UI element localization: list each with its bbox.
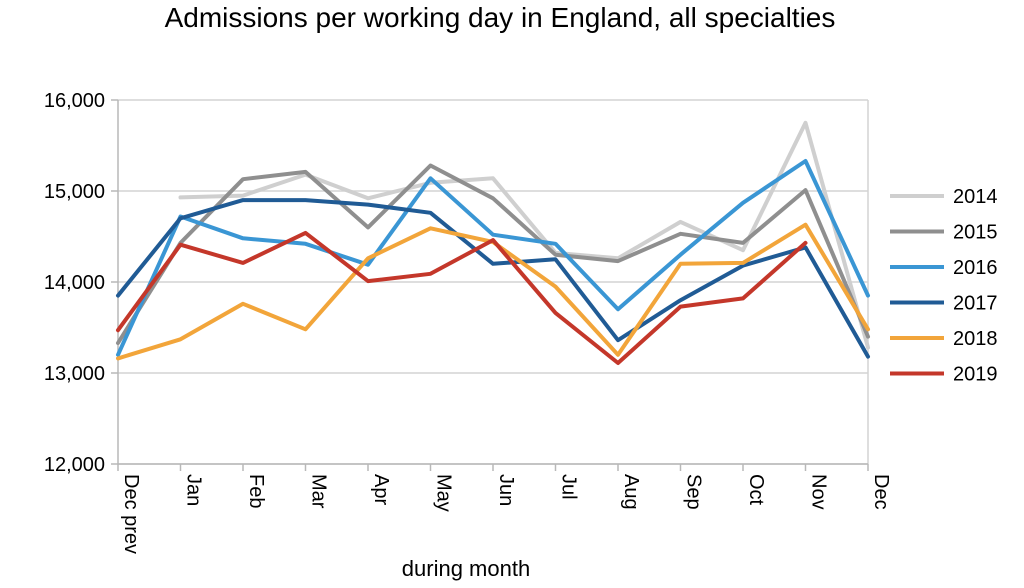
legend-label: 2017 [953,293,998,315]
gridlines [118,99,868,465]
y-tick-label: 13,000 [44,363,105,385]
series-line-2019 [116,230,808,365]
x-axis-ticks: Dec prev Jan Feb Mar Apr May Jun Jul Aug Sep Oct No… [117,464,892,554]
series-line-2014 [178,120,870,350]
series-line-2018 [116,222,870,361]
x-tick-label: May [433,474,455,512]
legend: 2014 2015 2016 2017 2018 2019 [890,186,998,386]
x-tick-label: Dec [870,474,892,510]
y-tick-label: 14,000 [44,272,105,294]
y-tick-label: 16,000 [44,90,105,112]
x-tick-label: Jul [558,474,580,500]
x-tick-label: Aug [620,474,642,510]
series-line-2015 [116,163,870,345]
series-line-2017 [116,198,870,359]
x-tick-label: Feb [245,474,267,508]
chart-title: Admissions per working day in England, a… [164,2,836,33]
y-axis-ticks: 12,000 13,000 14,000 15,000 16,000 [44,90,118,476]
legend-label: 2016 [953,257,998,279]
x-tick-label: Nov [808,474,830,510]
x-axis-title: during month [402,556,530,581]
x-tick-label: Sep [683,474,705,510]
series-lines [116,120,870,365]
legend-label: 2015 [953,222,998,244]
x-tick-label: Jun [495,474,517,506]
x-tick-label: Oct [745,474,767,506]
legend-label: 2019 [953,364,998,386]
x-tick-label: Mar [308,474,330,509]
legend-label: 2014 [953,186,998,208]
x-tick-label: Apr [370,474,392,505]
legend-label: 2018 [953,328,998,350]
y-tick-label: 15,000 [44,181,105,203]
series-line-2016 [116,159,870,357]
x-tick-label: Jan [183,474,205,506]
y-tick-label: 12,000 [44,454,105,476]
x-tick-label: Dec prev [120,474,142,554]
